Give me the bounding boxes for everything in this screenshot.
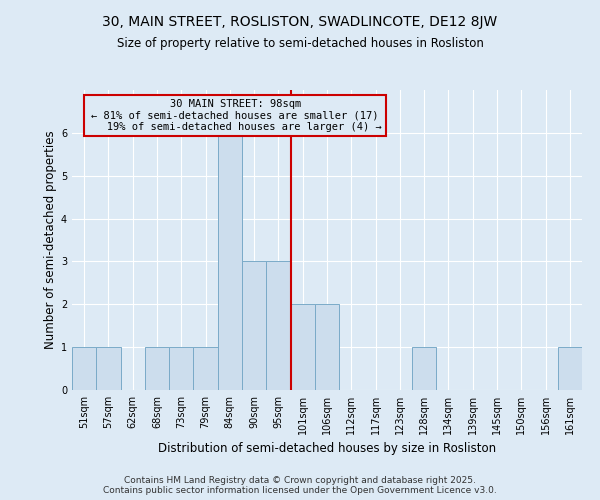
Bar bbox=[266, 262, 290, 390]
Y-axis label: Number of semi-detached properties: Number of semi-detached properties bbox=[44, 130, 57, 350]
Bar bbox=[72, 347, 96, 390]
Bar bbox=[315, 304, 339, 390]
Bar bbox=[218, 133, 242, 390]
Bar bbox=[242, 262, 266, 390]
X-axis label: Distribution of semi-detached houses by size in Rosliston: Distribution of semi-detached houses by … bbox=[158, 442, 496, 456]
Text: 30 MAIN STREET: 98sqm
← 81% of semi-detached houses are smaller (17)
   19% of s: 30 MAIN STREET: 98sqm ← 81% of semi-deta… bbox=[88, 99, 382, 132]
Bar bbox=[558, 347, 582, 390]
Text: Contains HM Land Registry data © Crown copyright and database right 2025.
Contai: Contains HM Land Registry data © Crown c… bbox=[103, 476, 497, 495]
Bar bbox=[169, 347, 193, 390]
Bar bbox=[193, 347, 218, 390]
Bar bbox=[96, 347, 121, 390]
Bar bbox=[145, 347, 169, 390]
Text: 30, MAIN STREET, ROSLISTON, SWADLINCOTE, DE12 8JW: 30, MAIN STREET, ROSLISTON, SWADLINCOTE,… bbox=[103, 15, 497, 29]
Bar bbox=[412, 347, 436, 390]
Bar bbox=[290, 304, 315, 390]
Text: Size of property relative to semi-detached houses in Rosliston: Size of property relative to semi-detach… bbox=[116, 38, 484, 51]
